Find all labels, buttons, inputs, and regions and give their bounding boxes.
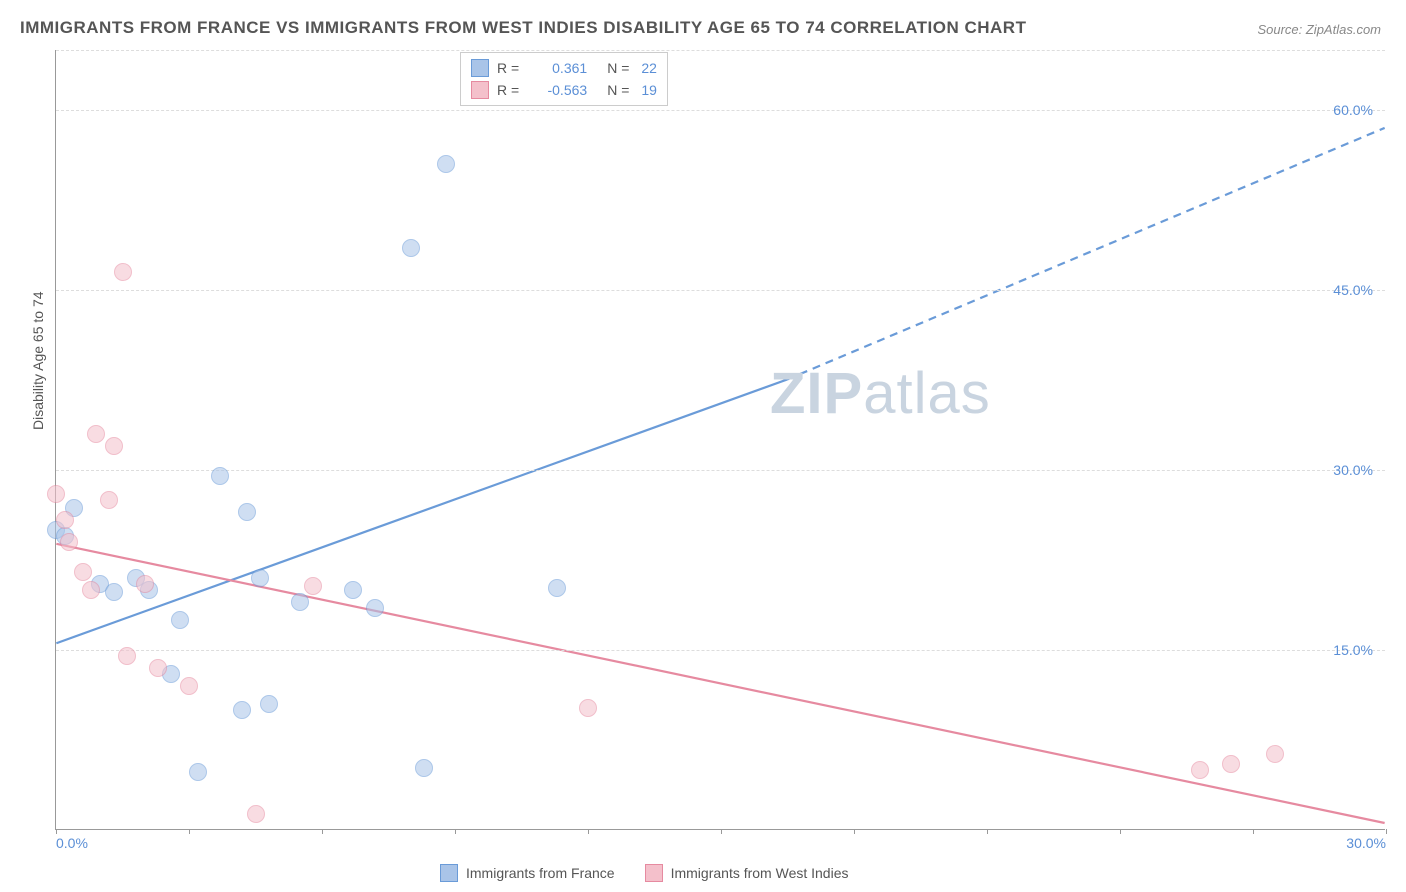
- legend-row: R = -0.563 N = 19: [471, 79, 657, 101]
- scatter-point: [189, 763, 207, 781]
- x-tick-mark: [721, 829, 722, 834]
- scatter-point: [1222, 755, 1240, 773]
- y-tick-label: 60.0%: [1333, 102, 1373, 118]
- scatter-point: [251, 569, 269, 587]
- scatter-point: [180, 677, 198, 695]
- scatter-point: [437, 155, 455, 173]
- scatter-point: [149, 659, 167, 677]
- correlation-legend: R = 0.361 N = 22 R = -0.563 N = 19: [460, 52, 668, 106]
- x-tick-mark: [1253, 829, 1254, 834]
- trend-line: [56, 380, 787, 644]
- source-attribution: Source: ZipAtlas.com: [1257, 22, 1381, 37]
- scatter-point: [415, 759, 433, 777]
- legend-series-label: Immigrants from France: [466, 865, 615, 881]
- series-legend: Immigrants from France Immigrants from We…: [440, 864, 849, 882]
- x-tick-mark: [455, 829, 456, 834]
- n-label: N =: [607, 82, 629, 98]
- trend-lines-layer: [56, 50, 1385, 829]
- gridline-h: [56, 290, 1385, 291]
- scatter-point: [1266, 745, 1284, 763]
- scatter-point: [136, 575, 154, 593]
- x-tick-mark: [987, 829, 988, 834]
- x-tick-mark: [189, 829, 190, 834]
- gridline-h: [56, 650, 1385, 651]
- chart-title: IMMIGRANTS FROM FRANCE VS IMMIGRANTS FRO…: [20, 18, 1026, 38]
- scatter-point: [233, 701, 251, 719]
- scatter-point: [100, 491, 118, 509]
- scatter-point: [114, 263, 132, 281]
- legend-row: R = 0.361 N = 22: [471, 57, 657, 79]
- scatter-point: [105, 583, 123, 601]
- r-label: R =: [497, 60, 519, 76]
- x-tick-mark: [56, 829, 57, 834]
- scatter-point: [118, 647, 136, 665]
- scatter-point: [548, 579, 566, 597]
- n-label: N =: [607, 60, 629, 76]
- x-tick-mark: [1386, 829, 1387, 834]
- r-value: 0.361: [531, 60, 587, 76]
- scatter-point: [105, 437, 123, 455]
- r-value: -0.563: [531, 82, 587, 98]
- legend-swatch: [471, 59, 489, 77]
- scatter-point: [60, 533, 78, 551]
- scatter-point: [579, 699, 597, 717]
- scatter-point: [291, 593, 309, 611]
- scatter-point: [82, 581, 100, 599]
- scatter-point: [87, 425, 105, 443]
- legend-series-label: Immigrants from West Indies: [671, 865, 849, 881]
- y-tick-label: 45.0%: [1333, 282, 1373, 298]
- y-tick-label: 30.0%: [1333, 462, 1373, 478]
- trend-line-extrapolated: [787, 128, 1385, 380]
- legend-swatch: [645, 864, 663, 882]
- scatter-point: [74, 563, 92, 581]
- x-tick-label: 0.0%: [56, 835, 88, 851]
- scatter-point: [260, 695, 278, 713]
- y-axis-label: Disability Age 65 to 74: [30, 291, 46, 430]
- legend-swatch: [440, 864, 458, 882]
- x-tick-mark: [854, 829, 855, 834]
- scatter-point: [344, 581, 362, 599]
- y-tick-label: 15.0%: [1333, 642, 1373, 658]
- x-tick-mark: [1120, 829, 1121, 834]
- gridline-h: [56, 470, 1385, 471]
- legend-series-item: Immigrants from France: [440, 864, 615, 882]
- legend-swatch: [471, 81, 489, 99]
- r-label: R =: [497, 82, 519, 98]
- scatter-point: [56, 511, 74, 529]
- x-tick-mark: [322, 829, 323, 834]
- gridline-h: [56, 50, 1385, 51]
- scatter-point: [304, 577, 322, 595]
- scatter-point: [47, 485, 65, 503]
- gridline-h: [56, 110, 1385, 111]
- n-value: 19: [641, 82, 657, 98]
- scatter-point: [366, 599, 384, 617]
- x-tick-label: 30.0%: [1346, 835, 1386, 851]
- scatter-point: [171, 611, 189, 629]
- legend-series-item: Immigrants from West Indies: [645, 864, 849, 882]
- chart-plot-area: 15.0%30.0%45.0%60.0%0.0%30.0%: [55, 50, 1385, 830]
- scatter-point: [247, 805, 265, 823]
- scatter-point: [402, 239, 420, 257]
- x-tick-mark: [588, 829, 589, 834]
- scatter-point: [238, 503, 256, 521]
- scatter-point: [1191, 761, 1209, 779]
- n-value: 22: [641, 60, 657, 76]
- scatter-point: [211, 467, 229, 485]
